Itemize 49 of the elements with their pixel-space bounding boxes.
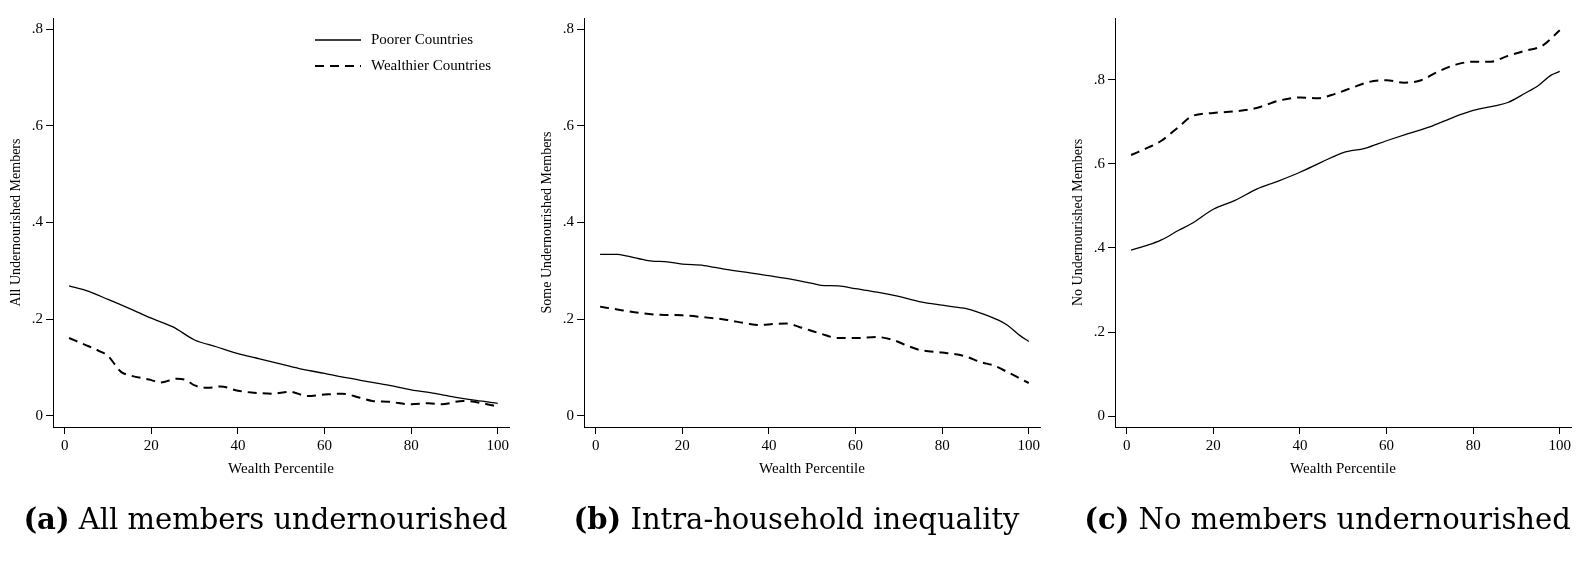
y-tick-label: .6 [1093, 154, 1106, 171]
text: (a) All members undernourished [22, 502, 509, 536]
y-tick-label: .2 [1093, 322, 1106, 339]
y-tick-label: 0 [566, 406, 575, 423]
y-axis-title: No Undernourished Members [1070, 138, 1086, 307]
y-tick-label: .4 [31, 213, 44, 230]
legend-label: Poorer Countries [370, 30, 474, 47]
x-tick-label: 60 [1379, 436, 1395, 453]
x-axis-title: Wealth Percentile [759, 459, 866, 476]
x-tick-label: 40 [230, 436, 246, 453]
x-tick-label: 80 [934, 436, 950, 453]
x-tick-label: 20 [143, 436, 159, 453]
x-tick-label: 60 [317, 436, 333, 453]
y-tick-label: 0 [1097, 407, 1106, 424]
x-axis-title: Wealth Percentile [228, 459, 335, 476]
x-tick-label: 0 [60, 436, 69, 453]
x-tick-label: 80 [1465, 436, 1481, 453]
line-series [599, 253, 1030, 343]
legend-label: Wealthier Countries [370, 56, 492, 73]
y-tick-label: .6 [562, 116, 575, 133]
y-tick-label: 0 [35, 406, 44, 423]
line-series [1130, 70, 1561, 251]
y-tick-label: .4 [562, 213, 575, 230]
y-axis-title: All Undernourished Members [8, 138, 24, 307]
x-tick-label: 100 [486, 436, 509, 453]
y-tick-label: .8 [31, 20, 44, 37]
x-tick-label: 0 [1122, 436, 1131, 453]
text: (b) Intra-household inequality [572, 502, 1021, 536]
line-series [599, 305, 1030, 385]
line-series [68, 285, 499, 404]
text: (c) No members undernourished [1083, 502, 1572, 536]
x-axis-title: Wealth Percentile [1290, 459, 1397, 476]
y-tick-label: .2 [562, 310, 575, 327]
x-tick-label: 40 [761, 436, 777, 453]
line-series [1130, 29, 1561, 157]
y-tick-label: .4 [1093, 238, 1106, 255]
y-tick-label: .8 [1093, 70, 1106, 87]
x-tick-label: 20 [1205, 436, 1221, 453]
y-tick-label: .8 [562, 20, 575, 37]
y-tick-label: .6 [31, 116, 44, 133]
y-tick-label: .2 [31, 310, 44, 327]
x-tick-label: 40 [1292, 436, 1308, 453]
x-tick-label: 100 [1548, 436, 1571, 453]
x-tick-label: 100 [1017, 436, 1040, 453]
x-tick-label: 60 [848, 436, 864, 453]
x-tick-label: 0 [591, 436, 600, 453]
y-axis-title: Some Undernourished Members [539, 131, 555, 314]
x-tick-label: 80 [403, 436, 419, 453]
x-tick-label: 20 [674, 436, 690, 453]
